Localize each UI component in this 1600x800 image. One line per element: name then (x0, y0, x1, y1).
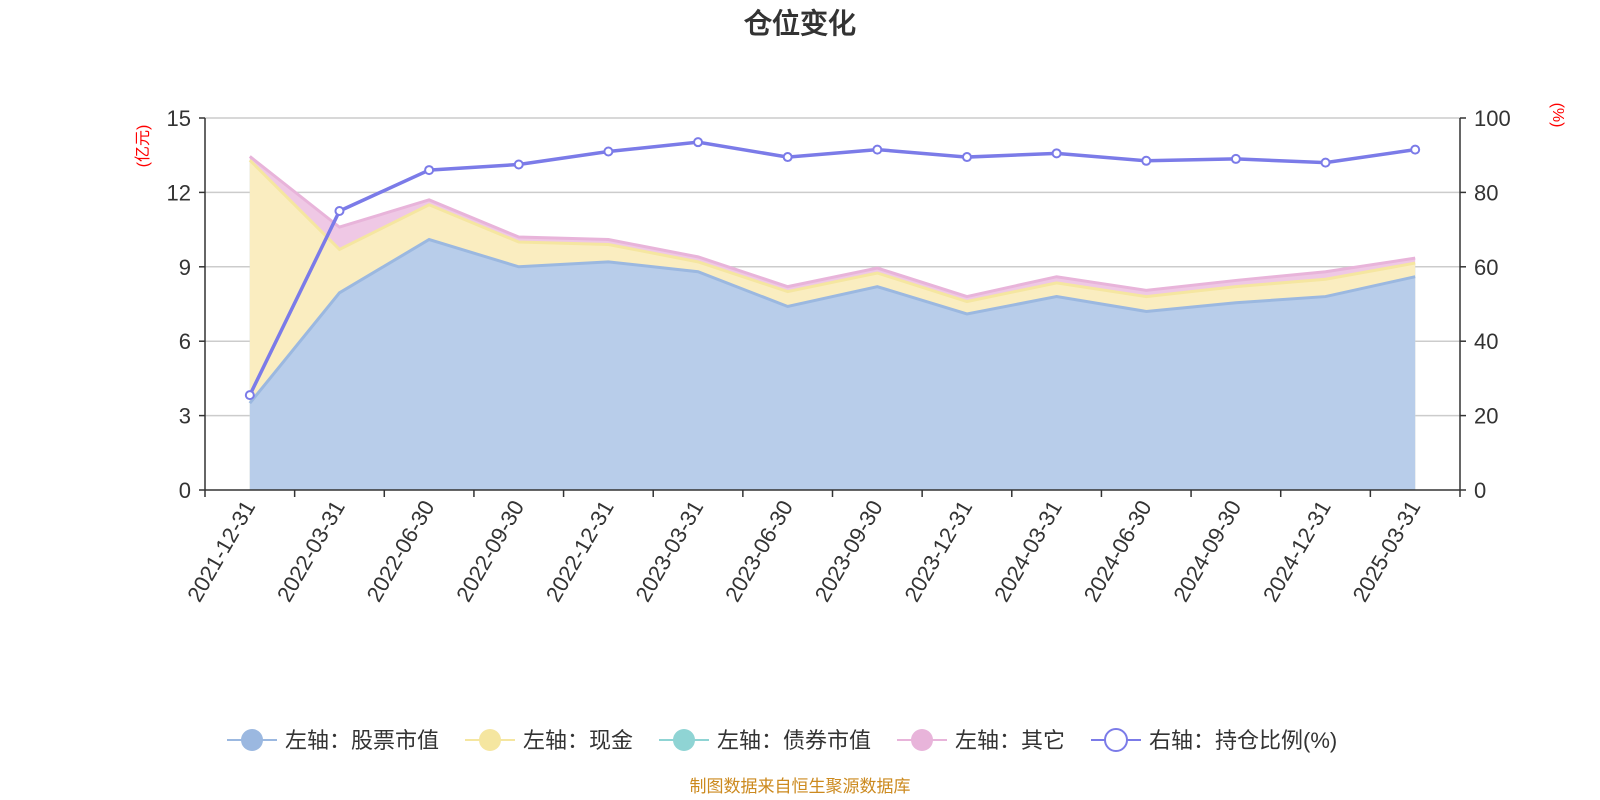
legend-marker (479, 729, 501, 751)
ratio-point (693, 137, 704, 148)
right-axis-tick-label: 60 (1474, 255, 1498, 280)
ratio-point (424, 165, 435, 176)
area-9bb8e0 (249, 239, 1416, 490)
area-edge-line (248, 155, 1416, 299)
ratio-point (334, 206, 345, 216)
ratio-point (1051, 148, 1062, 159)
x-axis-tick-label: 2023-09-30 (810, 496, 888, 606)
x-axis-tick-label: 2023-12-31 (899, 496, 977, 606)
right-axis-tick-label: 40 (1474, 329, 1498, 354)
legend-marker (241, 729, 263, 751)
ratio-point (1410, 144, 1421, 155)
right-axis-tick-label: 100 (1474, 106, 1511, 131)
legend-marker (673, 729, 695, 751)
ratio-point (603, 146, 614, 157)
x-axis-tick-label: 2022-06-30 (362, 496, 440, 606)
left-axis-tick-label: 9 (179, 255, 191, 280)
x-axis-tick-label: 2021-12-31 (182, 496, 260, 606)
x-axis-tick-label: 2025-03-31 (1348, 496, 1426, 606)
chart-title: 仓位变化 (744, 7, 856, 39)
left-axis-tick-label: 0 (179, 478, 191, 503)
legend: 左轴：股票市值 左轴：现金 左轴：债券市值 左轴：其它 右轴：持仓比例(%) (227, 728, 1337, 753)
area-edge-line (248, 159, 1416, 304)
legend-label: 左轴：债券市值 (717, 728, 871, 753)
source-note: 制图数据来自恒生聚源数据库 (690, 777, 911, 796)
position-ratio-line (244, 137, 1421, 401)
x-axis-tick-label: 2024-09-30 (1168, 496, 1246, 606)
x-axis-tick-label: 2024-12-31 (1258, 496, 1336, 606)
x-axis-tick-label: 2022-03-31 (272, 496, 350, 606)
area-edge-line (248, 237, 1416, 405)
ratio-point (1141, 155, 1152, 166)
x-axis-tick-label: 2022-12-31 (541, 496, 619, 606)
x-axis-tick-label: 2022-09-30 (451, 496, 529, 606)
left-axis-tick-label: 12 (167, 180, 191, 205)
x-axis-tick-label: 2024-03-31 (989, 496, 1067, 606)
right-axis-tick-label: 20 (1474, 404, 1498, 429)
legend-label: 左轴：现金 (523, 728, 633, 753)
ratio-point (1230, 153, 1241, 164)
legend-marker (1104, 728, 1128, 752)
stacked-areas (248, 155, 1416, 490)
x-axis-tick-label: 2023-03-31 (630, 496, 708, 606)
left-axis-unit: (亿元) (134, 125, 152, 168)
legend-label: 左轴：股票市值 (285, 728, 439, 753)
legend-label: 左轴：其它 (955, 728, 1065, 753)
left-axis-tick-label: 3 (179, 404, 191, 429)
ratio-line (248, 140, 1416, 396)
legend-marker (911, 729, 933, 751)
ratio-point (513, 159, 524, 170)
legend-label: 右轴：持仓比例(%) (1149, 728, 1337, 753)
left-axis-tick-label: 15 (167, 106, 191, 131)
ratio-point (872, 144, 883, 155)
right-axis-unit: (%) (1549, 103, 1566, 128)
ratio-point (782, 152, 793, 163)
right-axis-tick-label: 80 (1474, 180, 1498, 205)
x-axis-tick-label: 2023-06-30 (720, 496, 798, 606)
ratio-point (961, 152, 972, 163)
right-axis-tick-label: 0 (1474, 478, 1486, 503)
ratio-point (1320, 157, 1331, 168)
ratio-point (244, 390, 255, 401)
x-axis-tick-label: 2024-06-30 (1079, 496, 1157, 606)
left-axis-tick-label: 6 (179, 329, 191, 354)
